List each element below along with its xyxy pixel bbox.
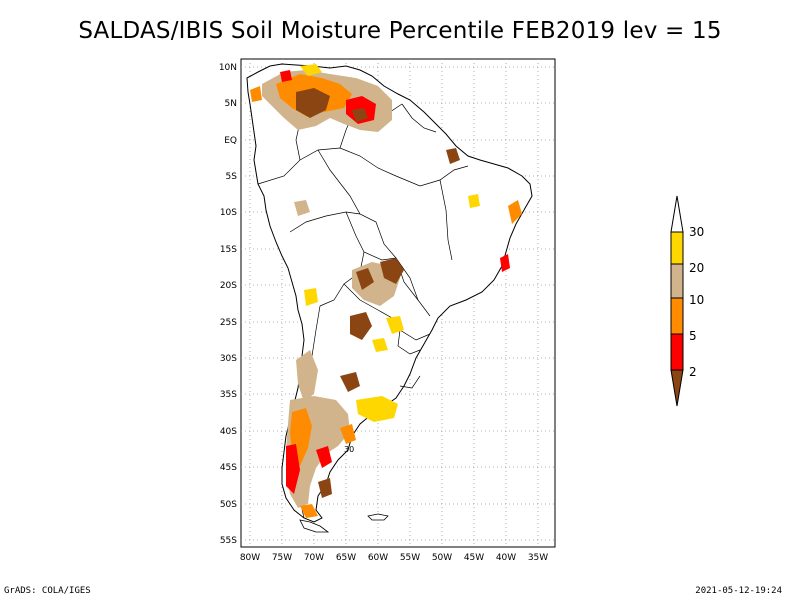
- lat-label: 5S: [226, 172, 238, 182]
- lon-label: 55W: [400, 553, 420, 563]
- lon-label: 50W: [432, 553, 452, 563]
- lat-label: 25S: [220, 318, 237, 328]
- colorbar-label: 20: [689, 261, 704, 275]
- percentile-patches: [250, 64, 522, 518]
- lat-labels: 10N 5N EQ 5S 10S 15S 20S 25S 30S 35S 40S…: [219, 63, 237, 546]
- lon-label: 75W: [272, 553, 292, 563]
- lat-label: 45S: [220, 463, 237, 473]
- colorbar-label: 10: [689, 293, 704, 307]
- colorbar-bottom-arrow: [670, 369, 684, 407]
- footer-credit: GrADS: COLA/IGES: [4, 586, 91, 596]
- colorbar-segment: [670, 333, 684, 371]
- lat-label: 10N: [219, 63, 237, 73]
- lat-label: 55S: [220, 536, 237, 546]
- falkland-islands: [367, 513, 389, 521]
- lon-label: 60W: [368, 553, 388, 563]
- colorbar-label: 2: [689, 365, 697, 379]
- tierra-del-fuego: [299, 519, 330, 533]
- colorbar-label: 5: [689, 329, 697, 343]
- colorbar: 30 20 10 5 2: [670, 195, 704, 407]
- lon-label: 40W: [496, 553, 516, 563]
- colorbar-top-arrow: [670, 195, 684, 233]
- lon-label: 45W: [464, 553, 484, 563]
- colorbar-segment: [670, 297, 684, 335]
- colorbar-segment: [670, 231, 684, 265]
- lat-label: 35S: [220, 390, 237, 400]
- lat-label: 40S: [220, 427, 237, 437]
- lon-label: 65W: [336, 553, 356, 563]
- lon-label: 35W: [528, 553, 548, 563]
- footer-timestamp: 2021-05-12-19:24: [695, 586, 782, 596]
- lat-label: 10S: [220, 208, 237, 218]
- lat-label: 15S: [220, 245, 237, 255]
- lat-label: 50S: [220, 500, 237, 510]
- lat-label: 30S: [220, 354, 237, 364]
- lon-label: 70W: [304, 553, 324, 563]
- lat-label: 5N: [225, 99, 237, 109]
- colorbar-segment: [670, 263, 684, 299]
- city-value-label: 30: [344, 445, 354, 454]
- lat-label: EQ: [224, 136, 237, 146]
- lon-labels: 80W 75W 70W 65W 60W 55W 50W 45W 40W 35W: [240, 553, 548, 563]
- lon-label: 80W: [240, 553, 260, 563]
- country-borders: [257, 83, 469, 519]
- chart-title: SALDAS/IBIS Soil Moisture Percentile FEB…: [78, 18, 722, 44]
- lat-label: 20S: [220, 281, 237, 291]
- colorbar-label: 30: [689, 225, 704, 239]
